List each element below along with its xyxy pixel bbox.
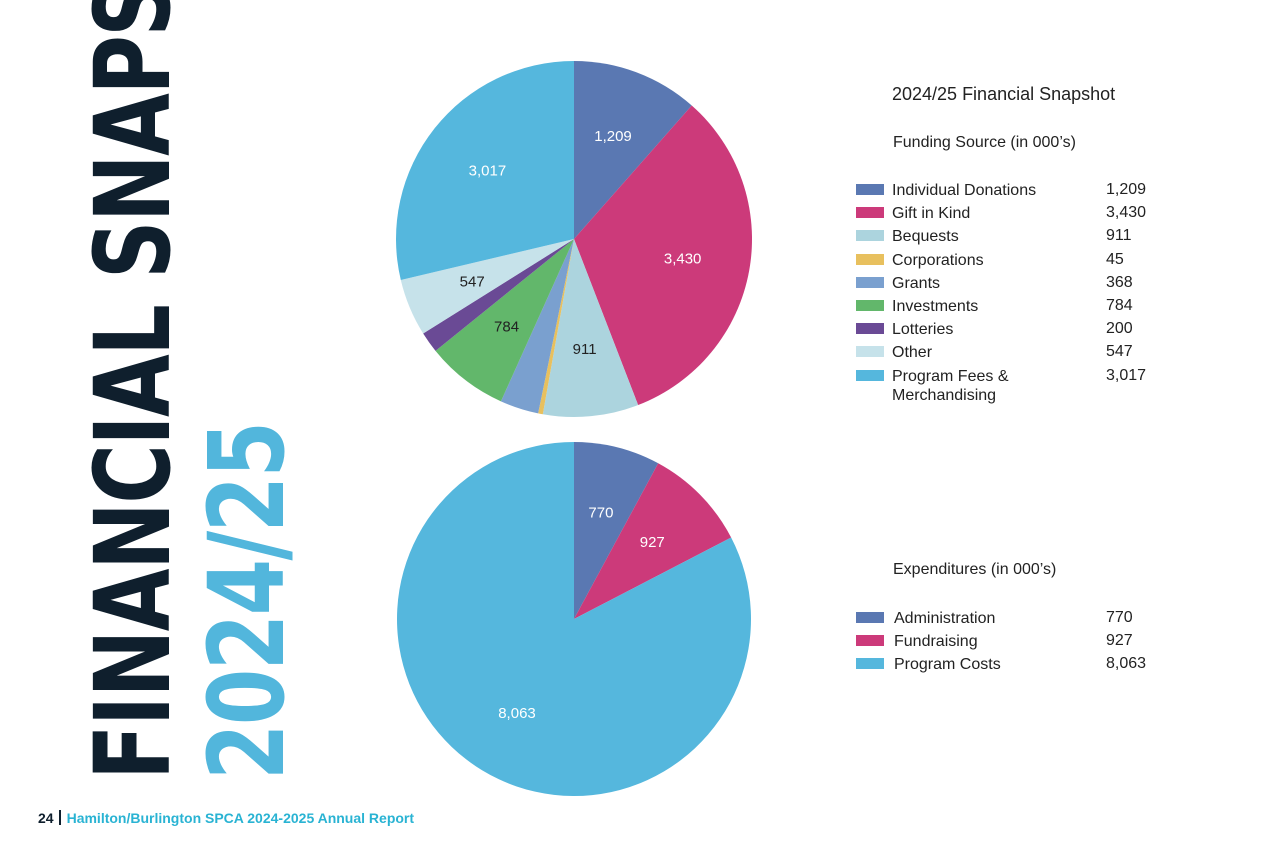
legend-swatch (856, 658, 884, 670)
page-number: 24 (38, 810, 54, 826)
legend-label: Bequests (892, 228, 959, 246)
pie-slice-administration (574, 442, 659, 619)
legend-value: 8,063 (1106, 655, 1147, 673)
legend-label: Program Costs (894, 656, 1001, 674)
pie-slice-corporations (538, 239, 574, 415)
pie-label-other: 547 (460, 274, 485, 291)
vertical-year: 2024/25 (186, 422, 308, 780)
legend-swatch (856, 635, 884, 647)
legend-label: Gift in Kind (892, 205, 971, 223)
legend-value: 1,209 (1106, 181, 1147, 198)
legend-value: 3,017 (1106, 366, 1147, 384)
legend-row-other: Other 547 (856, 343, 1196, 366)
legend-swatch (856, 184, 884, 195)
legend-label: Fundraising (894, 633, 978, 651)
vertical-title: FINANCIAL SNAPSHOT (72, 0, 194, 780)
legend-value: 200 (1106, 320, 1133, 338)
legend-row-individual-donations: Individual Donations 1,209 (856, 181, 1196, 204)
legend-swatch (856, 323, 884, 335)
pie-slice-program-costs (397, 442, 751, 796)
funding-section-title: Funding Source (in 000’s) (893, 134, 1076, 151)
legend-row-gift-in-kind: Gift in Kind 3,430 (856, 204, 1196, 227)
pie-label-investments: 784 (494, 318, 519, 335)
pie-label-administration: 770 (588, 505, 613, 522)
legend-row-fundraising: Fundraising 927 (856, 632, 1196, 655)
legend-row-program-costs: Program Costs 8,063 (856, 655, 1196, 678)
legend-value: 784 (1106, 296, 1133, 314)
footer-report-title: Hamilton/Burlington SPCA 2024-2025 Annua… (66, 810, 415, 826)
legend-label: Program Fees & Merchandising (892, 367, 1009, 404)
legend-value: 3,430 (1106, 204, 1147, 222)
legend-row-grants: Grants 368 (856, 274, 1196, 297)
legend-value: 911 (1106, 227, 1132, 245)
footer-divider (58, 810, 61, 825)
pie-slice-gift-in-kind (574, 105, 752, 406)
legend-swatch (856, 253, 884, 265)
pie-label-program-costs: 8,063 (498, 705, 536, 722)
pie-label-bequests: 911 (573, 341, 597, 358)
legend-value: 927 (1106, 632, 1133, 650)
footer: 24 Hamilton/Burlington SPCA 2024-2025 Ann… (38, 810, 414, 826)
legend-label: Investments (892, 297, 979, 315)
legend-swatch (856, 276, 884, 288)
legend-label: Corporations (892, 251, 984, 269)
legend-label: Individual Donations (892, 182, 1037, 199)
pie-label-program-fees-and-merchandising: 3,017 (469, 163, 507, 180)
legend-swatch (856, 207, 884, 219)
pie-slice-individual-donations (574, 61, 692, 239)
expenditures-section-title: Expenditures (in 000’s) (893, 561, 1057, 578)
pie-slice-fundraising (574, 463, 732, 619)
legend-row-corporations: Corporations 45 (856, 251, 1196, 274)
legend-value: 770 (1106, 609, 1133, 626)
expenditures-legend: Administration 770 Fundraising 927 Program C… (856, 609, 1196, 679)
pie-label-fundraising: 927 (640, 534, 665, 551)
pie-slice-lotteries (423, 239, 574, 351)
legend-label: Grants (892, 274, 941, 292)
legend-row-investments: Investments 784 (856, 297, 1196, 320)
legend-swatch (856, 346, 884, 358)
legend-row-lotteries: Lotteries 200 (856, 320, 1196, 343)
pie-slice-other (400, 239, 574, 334)
pie-label-gift-in-kind: 3,430 (664, 250, 702, 267)
legend-value: 45 (1106, 250, 1124, 268)
legend-swatch (856, 612, 884, 623)
snapshot-title: 2024/25 Financial Snapshot (892, 84, 1116, 104)
legend-row-administration: Administration 770 (856, 609, 1196, 632)
legend-swatch (856, 299, 884, 311)
legend-label: Lotteries (892, 321, 954, 339)
legend-swatch (856, 230, 884, 242)
funding-pie-chart: 1,209 3,430 911 784 547 3,017 (396, 61, 752, 417)
legend-value: 547 (1106, 343, 1133, 361)
legend-swatch (856, 369, 884, 381)
legend-value: 368 (1106, 273, 1133, 291)
pie-label-individual-donations: 1,209 (594, 128, 632, 145)
legend-label: Other (892, 344, 933, 362)
pie-slice-investments (435, 239, 574, 402)
legend-row-bequests: Bequests 911 (856, 227, 1196, 250)
pie-slice-grants (500, 239, 574, 414)
funding-legend: Individual Donations 1,209 Gift in Kind 3,4… (856, 181, 1196, 410)
pie-slice-bequests (542, 239, 639, 417)
pie-slice-program-fees-and-merchandising (396, 61, 574, 281)
legend-label: Administration (894, 610, 996, 627)
legend-row-program-fees-and-merchandising: Program Fees & Merchandising 3,017 (856, 367, 1196, 410)
expenditures-pie-chart: 770 927 8,063 (397, 442, 751, 796)
